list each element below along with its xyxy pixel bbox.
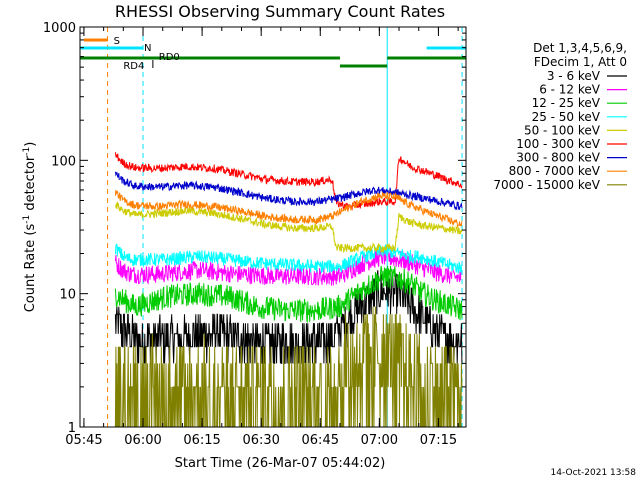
legend-entry-label: 100 - 300 keV (516, 137, 600, 151)
legend-header-line1: Det 1,3,4,5,6,9, (533, 41, 627, 55)
legend-entry-label: 300 - 800 keV (516, 151, 600, 165)
y-label-sup2: -1 (22, 147, 32, 156)
series-line (114, 152, 463, 211)
y-axis: 1 10 100 1000 (43, 21, 466, 436)
x-tick-label: 07:00 (361, 433, 398, 448)
y-tick-label: 1 (68, 421, 76, 436)
x-tick-label: 06:15 (183, 433, 220, 448)
x-axis-label: Start Time (26-Mar-07 05:44:02) (175, 456, 386, 471)
s-label: S (114, 36, 120, 47)
y-label-part1: Count Rate (s (23, 224, 38, 313)
y-axis-label: Count Rate (s-1 detector-1) (22, 142, 38, 313)
series-line (114, 246, 462, 286)
series-line (114, 201, 463, 254)
series-line (114, 190, 463, 228)
legend-header-line2: FDecim 1, Att 0 (534, 55, 627, 69)
y-tick-label: 10 (59, 288, 76, 303)
x-tick-label: 06:30 (242, 433, 279, 448)
series-line (114, 243, 463, 275)
legend-entry-label: 7000 - 15000 keV (493, 178, 600, 192)
y-label-part3: ) (23, 142, 38, 147)
series-line (114, 171, 463, 211)
legend-entry-label: 6 - 12 keV (539, 83, 601, 97)
y-tick-label: 100 (51, 154, 76, 169)
rd0-label: RD0 (159, 52, 180, 63)
x-tick-label: 06:45 (302, 433, 339, 448)
y-tick-label: 1000 (43, 21, 76, 36)
timestamp-label: 14-Oct-2021 13:58 (551, 468, 637, 478)
x-tick-label: 05:45 (65, 433, 102, 448)
legend-entry-label: 3 - 6 keV (547, 69, 601, 83)
series-line (114, 265, 463, 324)
n-label: N (144, 43, 151, 54)
legend-entry-label: 800 - 7000 keV (509, 164, 601, 178)
legend-entry-label: 50 - 100 keV (524, 123, 601, 137)
rd4-label: RD4 (123, 61, 144, 72)
x-axis: 05:45 06:00 06:15 06:30 06:45 07:00 07:15 (65, 27, 459, 448)
x-tick-label: 06:00 (124, 433, 161, 448)
chart-title: RHESSI Observing Summary Count Rates (115, 2, 445, 21)
legend-entry-label: 25 - 50 keV (532, 110, 601, 124)
legend-entry-label: 12 - 25 keV (532, 96, 601, 110)
y-label-sup1: -1 (22, 215, 32, 224)
y-label-part2: detector (23, 155, 38, 215)
x-tick-label: 07:15 (420, 433, 457, 448)
legend: Det 1,3,4,5,6,9, FDecim 1, Att 0 3 - 6 k… (493, 41, 627, 192)
plot-frame (79, 26, 467, 428)
plot-area: S N RD0 RD4 (79, 27, 466, 428)
